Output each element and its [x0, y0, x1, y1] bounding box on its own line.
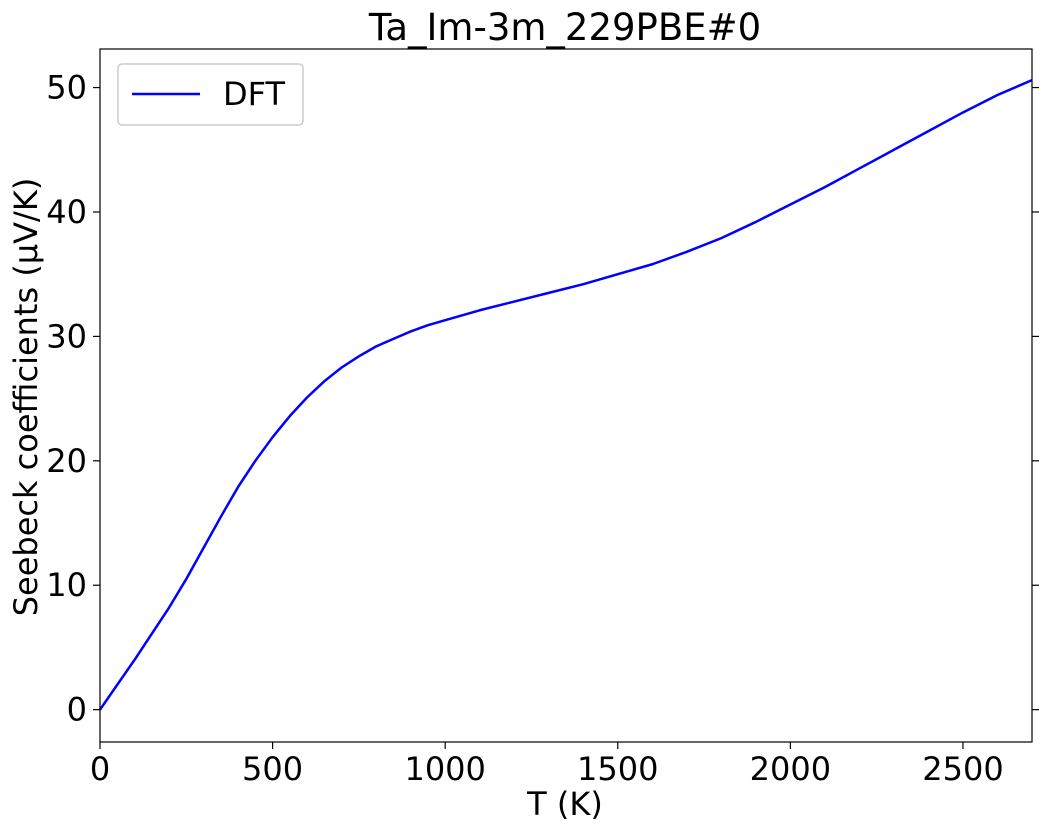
x-tick-label-3: 1500	[577, 750, 658, 788]
y-tick-label-2: 20	[46, 442, 87, 480]
plot-frame	[99, 48, 1033, 743]
series-line-0	[98, 78, 1033, 711]
legend: DFT	[117, 63, 304, 126]
x-tick-label-4: 2000	[750, 750, 831, 788]
x-tick-label-0: 0	[90, 750, 110, 788]
chart-title: Ta_Im-3m_229PBE#0	[368, 6, 761, 49]
x-tick-label-5: 2500	[922, 750, 1003, 788]
y-tick-label-4: 40	[46, 193, 87, 231]
legend-frame	[117, 63, 304, 126]
plot-area: 0 500 1000 1500 2000 2500 0 10 20 30 40 50	[46, 48, 1039, 788]
y-axis-label: Seebeck coefficients (µV/K)	[7, 178, 45, 617]
y-tick-label-1: 10	[46, 566, 87, 604]
x-tick-label-1: 500	[242, 750, 303, 788]
y-tick-label-3: 30	[46, 317, 87, 355]
x-axis-label: T (K)	[526, 785, 603, 823]
x-tick-label-2: 1000	[404, 750, 485, 788]
legend-label: DFT	[223, 75, 285, 113]
y-tick-label-0: 0	[67, 691, 87, 729]
y-tick-label-5: 50	[46, 69, 87, 107]
